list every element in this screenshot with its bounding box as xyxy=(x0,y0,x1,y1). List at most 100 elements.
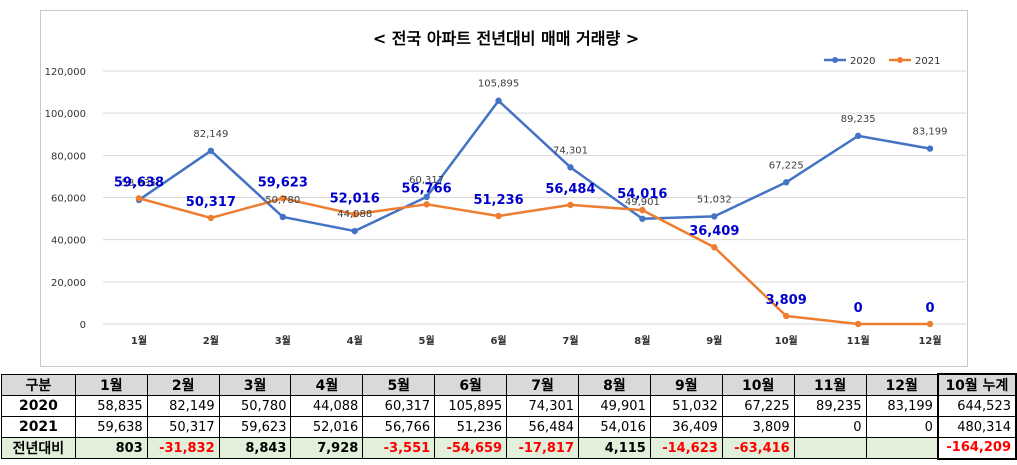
data-label-2021: 59,638 xyxy=(114,175,164,190)
y-tick-label: 40,000 xyxy=(51,236,86,247)
point-2021 xyxy=(854,320,862,328)
summary-table: 구분 1월 2월 3월 4월 5월 6월 7월 8월 9월 10월 11월 12월 10월 누계 2020 5… xyxy=(1,373,1017,460)
x-tick-label: 11월 xyxy=(847,335,870,347)
table-cell: 3,809 xyxy=(721,416,795,438)
table-cell xyxy=(793,437,867,459)
table-cell: 59,623 xyxy=(218,416,292,438)
data-label-2021: 0 xyxy=(854,301,863,316)
point-2020 xyxy=(279,213,286,221)
table-row-label: 2021 xyxy=(1,416,76,438)
table-cell: 50,317 xyxy=(146,416,220,438)
y-tick-label: 100,000 xyxy=(45,109,86,120)
data-label-2021: 0 xyxy=(926,301,935,316)
table-header-cell: 6월 xyxy=(434,373,508,396)
table-cell: 8,843 xyxy=(218,437,292,459)
data-labels: 58,835 82,149 50,780 44,088 60,317 105,895 74,… xyxy=(114,79,948,316)
table-cell: 49,901 xyxy=(578,395,651,417)
table-row: 전년대비 803 -31,832 8,843 7,928 -3,551 -54,659 -17… xyxy=(1,437,1017,460)
data-label-2020: 89,235 xyxy=(841,114,876,125)
data-label-2021: 51,236 xyxy=(473,193,523,208)
table-header-cell: 11월 xyxy=(793,373,867,396)
table-header-cell: 구분 xyxy=(1,373,76,396)
data-label-2020: 50,780 xyxy=(265,195,300,206)
table-header-cell: 7월 xyxy=(506,373,580,396)
point-2021 xyxy=(711,244,718,251)
data-label-2020: 105,895 xyxy=(478,79,519,90)
table-header-cell: 3월 xyxy=(218,373,292,396)
data-label-2021: 36,409 xyxy=(689,224,739,239)
x-tick-label: 2월 xyxy=(203,335,219,347)
table-cell: 44,088 xyxy=(290,395,364,417)
table-cell: 59,638 xyxy=(74,416,148,438)
grid-lines xyxy=(103,70,966,325)
legend-marker-2021 xyxy=(897,57,903,63)
data-label-2020: 49,901 xyxy=(625,197,660,208)
table-row-label: 2020 xyxy=(1,395,76,417)
table-cell: 480,314 xyxy=(936,416,1017,438)
point-2021 xyxy=(783,312,790,320)
table-cell: 51,236 xyxy=(434,416,508,438)
point-2020 xyxy=(351,227,358,235)
table-cell: 644,523 xyxy=(936,395,1017,417)
data-label-2020: 67,225 xyxy=(769,160,804,171)
table-cell: -63,416 xyxy=(721,437,795,459)
y-tick-label: 0 xyxy=(80,320,86,331)
table-cell: -54,659 xyxy=(434,437,508,459)
series-line-2021 xyxy=(138,197,931,326)
table-cell: -3,551 xyxy=(362,437,436,459)
table-cell: 74,301 xyxy=(506,395,580,417)
point-2020 xyxy=(495,97,502,104)
data-label-2021: 59,623 xyxy=(258,175,308,190)
chart-panel: < 전국 아파트 전년대비 매매 거래량 > 0 20,000 40,000 60,0… xyxy=(40,10,968,367)
table-header-cell: 10월 누계 xyxy=(936,373,1017,396)
point-2021 xyxy=(423,201,430,208)
legend: 2020 2021 xyxy=(824,56,940,67)
legend-item-2020: 2020 xyxy=(824,56,875,67)
data-label-2020: 74,301 xyxy=(553,145,588,156)
x-axis-ticks: 1월 2월 3월 4월 5월 6월 7월 8월 9월 10월 11월 12월 xyxy=(131,335,942,347)
point-2021 xyxy=(351,211,358,218)
table-body: 구분 1월 2월 3월 4월 5월 6월 7월 8월 9월 10월 11월 12월 10월 누계 2020 5… xyxy=(1,373,1017,460)
legend-label-2021: 2021 xyxy=(915,56,940,67)
point-2021 xyxy=(135,195,143,202)
point-2021 xyxy=(279,195,286,202)
point-2020 xyxy=(783,179,790,186)
table-cell: 0 xyxy=(793,416,867,438)
data-label-2021: 50,317 xyxy=(186,195,236,210)
table-header-cell: 5월 xyxy=(362,373,436,396)
x-tick-label: 9월 xyxy=(706,335,722,347)
x-tick-label: 3월 xyxy=(275,335,291,347)
table-cell: -31,832 xyxy=(146,437,220,459)
legend-label-2020: 2020 xyxy=(850,56,875,67)
data-label-2020: 51,032 xyxy=(697,194,732,205)
line-chart: < 전국 아파트 전년대비 매매 거래량 > 0 20,000 40,000 60,0… xyxy=(45,29,966,347)
table-row-label: 전년대비 xyxy=(1,437,76,459)
table-cell: -17,817 xyxy=(506,437,580,459)
point-2021 xyxy=(495,212,502,220)
table-header-cell: 8월 xyxy=(578,373,651,396)
table-cell: 50,780 xyxy=(218,395,292,417)
y-tick-label: 120,000 xyxy=(45,67,86,78)
y-tick-label: 60,000 xyxy=(51,194,86,205)
y-axis-ticks: 0 20,000 40,000 60,000 80,000 100,000 120,000 xyxy=(45,67,86,331)
table-cell: 51,032 xyxy=(649,395,723,417)
x-tick-label: 5월 xyxy=(419,335,435,347)
table-row: 2020 58,835 82,149 50,780 44,088 60,317 105,89… xyxy=(1,395,1017,417)
data-label-2020: 58,835 xyxy=(121,178,156,189)
table-cell: 7,928 xyxy=(290,437,364,459)
series-line-2020 xyxy=(138,99,931,233)
data-label-2021: 56,484 xyxy=(545,182,595,197)
point-2020 xyxy=(207,147,215,155)
table-cell: 83,199 xyxy=(865,395,939,417)
x-tick-label: 12월 xyxy=(918,335,941,347)
point-2020 xyxy=(711,213,718,220)
x-tick-label: 8월 xyxy=(634,335,650,347)
table-cell: 89,235 xyxy=(793,395,867,417)
legend-marker-2020 xyxy=(832,57,838,63)
data-label-2020: 60,317 xyxy=(409,175,444,186)
y-tick-label: 20,000 xyxy=(51,278,86,289)
table-cell: 60,317 xyxy=(362,395,436,417)
table-cell: 52,016 xyxy=(290,416,364,438)
table-cell xyxy=(865,437,939,459)
x-tick-label: 6월 xyxy=(490,335,506,347)
